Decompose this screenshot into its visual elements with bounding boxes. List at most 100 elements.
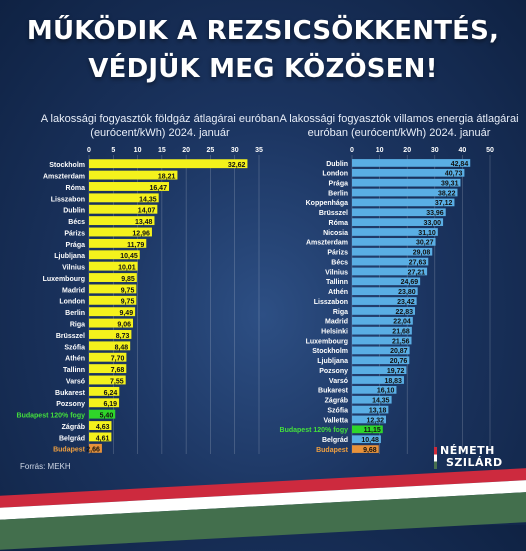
electric-value-label: 19,72 [387,368,405,375]
gas-bar [89,352,127,362]
electric-value-label: 11,15 [364,427,381,434]
gas-category-label: Szófia [64,344,85,351]
gas-bar [89,295,137,305]
electric-bar [352,415,387,424]
gas-bar [89,193,159,203]
gas-tick-label: 30 [231,147,239,154]
logo-line-2: SZILÁRD [446,456,503,469]
electric-bar [352,267,428,276]
electric-bar [352,326,412,335]
electric-value-label: 14,35 [372,398,390,405]
gas-bar [89,227,152,237]
gas-category-label: Varsó [66,378,85,385]
electric-bar [352,257,429,266]
gas-bar [89,409,116,419]
gas-value-label: 4,63 [96,424,110,431]
electric-category-label: Brüsszel [319,210,348,217]
gas-category-label: Brüsszel [56,333,85,340]
gas-value-label: 13,48 [135,219,153,226]
gas-category-label: Vilnius [62,265,85,272]
gas-value-label: 14,35 [139,196,157,203]
gas-category-label: Stockholm [49,162,85,169]
gas-tick-label: 5 [111,147,115,154]
electric-bar [352,356,410,365]
electric-value-label: 12,32 [366,417,384,424]
gas-value-label: 4,61 [96,435,110,442]
electric-value-label: 38,22 [438,190,456,197]
gas-value-label: 9,06 [117,322,131,329]
electric-bar [352,445,379,453]
gas-category-label: Bécs [68,219,85,226]
gas-value-label: 8,73 [116,333,130,340]
gas-category-label: Zágráb [62,424,85,431]
gas-tick-label: 15 [158,147,166,154]
electric-bar [352,238,436,246]
gas-category-label: Róma [66,185,86,192]
gas-value-label: 14,07 [138,208,156,215]
gas-bar [89,432,112,442]
electric-value-label: 10,48 [361,437,379,444]
gas-bar [89,273,137,282]
gas-value-label: 9,85 [121,276,135,283]
electric-value-label: 33,00 [424,220,442,227]
electric-value-label: 27,21 [408,269,426,276]
electric-value-label: 22,04 [393,319,411,326]
gas-value-label: 5,40 [100,413,114,420]
electric-category-label: Athén [328,289,348,296]
electric-category-label: Koppenhága [306,200,348,207]
electric-value-label: 21,68 [392,329,410,336]
gas-category-label: Bukarest [55,390,86,397]
electric-value-label: 33,96 [426,210,444,217]
electric-bar [352,425,383,434]
electric-value-label: 22,83 [395,309,413,316]
gas-bar [89,386,120,396]
electric-bar [352,277,421,286]
electric-value-label: 24,69 [401,279,419,286]
gas-category-label: Riga [70,322,85,329]
gas-value-label: 2,66 [86,447,100,454]
electric-value-label: 40,73 [445,171,463,178]
electric-category-label: Madrid [325,319,348,326]
gas-category-label: Berlin [65,310,85,317]
gas-bar [89,284,137,294]
electric-value-label: 31,10 [418,230,436,237]
electric-value-label: 9,68 [363,447,377,454]
gas-category-label: Ljubljana [54,253,85,260]
gas-tick-label: 0 [87,147,91,154]
gas-bar [89,182,169,191]
electric-category-label: Lisszabon [314,299,348,306]
gas-value-label: 7,70 [111,356,125,363]
electric-bar [352,198,455,207]
gas-bar [89,421,112,430]
electric-category-label: Zágráb [325,398,348,405]
electric-category-label: Riga [333,309,348,316]
electric-category-label: Belgrád [322,437,348,444]
electric-value-label: 29,08 [413,250,431,257]
electric-value-label: 27,63 [409,259,427,266]
electric-tick-label: 20 [403,147,411,154]
electric-category-label: Berlin [328,190,348,197]
electric-category-label: Luxembourg [306,338,348,345]
electric-tick-label: 40 [459,147,467,154]
electric-category-label: Bécs [331,259,348,266]
electric-value-label: 20,87 [390,348,408,355]
electric-value-label: 42,84 [451,161,469,168]
gas-bar [89,398,120,408]
electric-value-label: 30,27 [416,240,434,247]
flag-mark-icon [434,447,437,469]
gas-bar [89,216,155,226]
electric-bar [352,228,438,236]
gas-value-label: 10,45 [120,253,138,260]
electric-value-label: 18,83 [384,378,402,385]
electric-tick-label: 30 [431,147,439,154]
gas-bar [89,443,102,453]
gas-category-label: Amszterdam [43,174,85,181]
electric-category-label: Ljubljana [317,358,348,365]
electric-tick-label: 0 [350,147,354,154]
gas-value-label: 8,48 [115,344,129,351]
logo-line-1: NÉMETH [440,444,495,457]
gas-category-label: Madrid [62,287,85,294]
author-logo: NÉMETH SZILÁRD [434,445,514,469]
gas-bar [89,364,127,374]
gas-bar [89,261,138,271]
